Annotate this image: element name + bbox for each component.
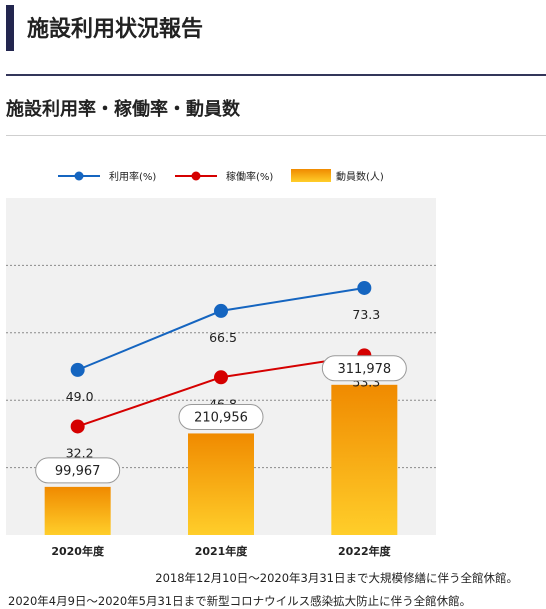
data-point <box>70 419 85 434</box>
bar <box>44 486 111 535</box>
x-tick-label: 2022年度 <box>338 544 392 558</box>
data-label: 49.0 <box>66 389 94 404</box>
bar-value-label: 311,978 <box>337 362 391 377</box>
bar-value-label: 99,967 <box>55 464 101 479</box>
data-point <box>214 370 228 385</box>
legend-label: 動員数(人) <box>336 170 384 183</box>
data-label: 73.3 <box>352 307 380 322</box>
bar <box>331 384 398 535</box>
legend-marker <box>74 171 84 181</box>
closure-note-2: 2020年4月9日～2020年5月31日まで新型コロナウイルス感染拡大防止に伴う… <box>8 594 472 608</box>
legend-marker <box>191 171 201 181</box>
combo-chart: 利用率(%) 稼働率(%) 動員数(人)49.066.573.332.246.853… <box>6 169 436 558</box>
page-title: 施設利用状況報告 <box>27 17 204 42</box>
legend-bar-swatch <box>291 169 331 182</box>
closure-note-1: 2018年12月10日～2020年3月31日まで大規模修繕に伴う全館休館。 <box>155 571 518 585</box>
section-divider <box>6 135 546 136</box>
bar <box>188 433 254 535</box>
header-accent-bar <box>6 5 14 51</box>
value-bubble <box>321 355 407 382</box>
page-header: 施設利用状況報告 <box>0 0 546 56</box>
section-title: 施設利用率・稼働率・動員数 <box>6 99 240 120</box>
legend-label: 利用率(%) <box>109 170 156 183</box>
header-divider <box>6 74 546 76</box>
legend-label: 稼働率(%) <box>226 170 273 183</box>
bar-value-label: 210,956 <box>194 410 248 425</box>
data-label: 32.2 <box>66 445 94 460</box>
value-bubble <box>35 457 121 484</box>
x-tick-label: 2020年度 <box>51 544 105 558</box>
value-bubble <box>178 403 264 430</box>
data-label: 66.5 <box>209 330 237 345</box>
data-point <box>357 280 372 295</box>
data-point <box>214 303 228 318</box>
x-tick-label: 2021年度 <box>195 544 249 558</box>
data-point <box>70 362 85 377</box>
